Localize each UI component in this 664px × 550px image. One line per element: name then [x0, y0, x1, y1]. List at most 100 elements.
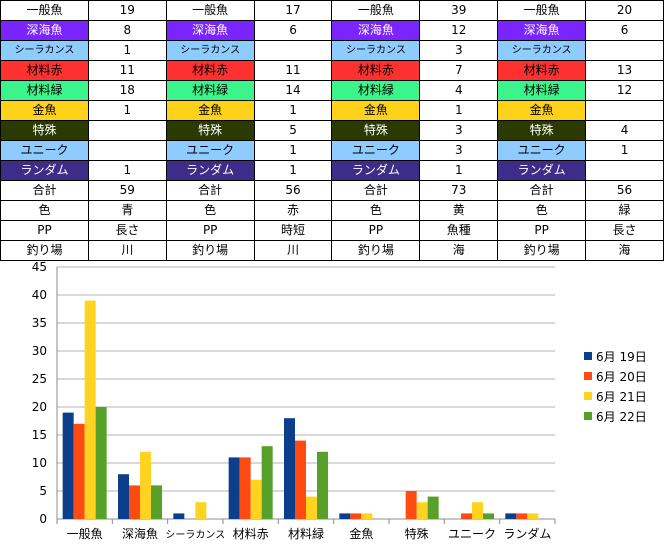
- value-cell[interactable]: 11: [87, 60, 167, 81]
- row-label-cell[interactable]: ユニーク: [0, 140, 89, 161]
- value-cell[interactable]: 17: [253, 0, 333, 21]
- value-cell[interactable]: 1: [419, 100, 499, 121]
- row-label-cell[interactable]: 材料緑: [331, 80, 421, 101]
- row-label-cell[interactable]: 色: [165, 200, 255, 221]
- value-cell[interactable]: 13: [585, 60, 664, 81]
- value-cell[interactable]: 1: [253, 100, 333, 121]
- row-label-cell[interactable]: 金魚: [0, 100, 89, 121]
- row-label-cell[interactable]: 材料赤: [165, 60, 255, 81]
- value-cell[interactable]: 56: [253, 180, 333, 201]
- value-cell[interactable]: 56: [585, 180, 664, 201]
- value-cell[interactable]: 59: [87, 180, 167, 201]
- row-label-cell[interactable]: 一般魚: [165, 0, 255, 21]
- x-tick-label: 材料赤: [233, 527, 269, 541]
- row-label-cell[interactable]: 特殊: [0, 120, 89, 141]
- row-label-cell[interactable]: ランダム: [331, 160, 421, 181]
- value-cell[interactable]: 14: [253, 80, 333, 101]
- row-label-cell[interactable]: 材料赤: [497, 60, 587, 81]
- row-label-cell[interactable]: ランダム: [165, 160, 255, 181]
- value-cell[interactable]: 18: [87, 80, 167, 101]
- value-cell[interactable]: 海: [585, 240, 664, 261]
- value-cell[interactable]: 5: [253, 120, 333, 141]
- row-label-cell[interactable]: 深海魚: [331, 20, 421, 41]
- row-label-cell[interactable]: 釣り場: [497, 240, 587, 261]
- value-cell[interactable]: 川: [87, 240, 167, 261]
- value-cell[interactable]: 赤: [253, 200, 333, 221]
- value-cell[interactable]: 11: [253, 60, 333, 81]
- value-cell[interactable]: 1: [253, 160, 333, 181]
- value-cell[interactable]: 1: [419, 160, 499, 181]
- row-label-cell[interactable]: 一般魚: [331, 0, 421, 21]
- value-cell[interactable]: 1: [253, 140, 333, 161]
- row-label-cell[interactable]: 金魚: [165, 100, 255, 121]
- value-cell[interactable]: [87, 120, 167, 141]
- value-cell[interactable]: 1: [87, 40, 167, 61]
- value-cell[interactable]: 1: [87, 100, 167, 121]
- row-label-cell[interactable]: 材料赤: [0, 60, 89, 81]
- row-label-cell[interactable]: シーラカンス: [331, 40, 421, 61]
- row-label-cell[interactable]: 色: [0, 200, 89, 221]
- value-cell[interactable]: 6: [585, 20, 664, 41]
- row-label-cell[interactable]: 金魚: [497, 100, 587, 121]
- row-label-cell[interactable]: 合計: [497, 180, 587, 201]
- value-cell[interactable]: 12: [585, 80, 664, 101]
- row-label-cell[interactable]: ランダム: [0, 160, 89, 181]
- value-cell[interactable]: 39: [419, 0, 499, 21]
- value-cell[interactable]: 73: [419, 180, 499, 201]
- row-label-cell[interactable]: 釣り場: [0, 240, 89, 261]
- row-label-cell[interactable]: ユニーク: [331, 140, 421, 161]
- row-label-cell[interactable]: ユニーク: [165, 140, 255, 161]
- row-label-cell[interactable]: 一般魚: [497, 0, 587, 21]
- row-label-cell[interactable]: PP: [331, 220, 421, 241]
- value-cell[interactable]: 3: [419, 120, 499, 141]
- row-label-cell[interactable]: 材料緑: [165, 80, 255, 101]
- value-cell[interactable]: [253, 40, 333, 61]
- row-label-cell[interactable]: 合計: [165, 180, 255, 201]
- value-cell[interactable]: 12: [419, 20, 499, 41]
- value-cell[interactable]: 1: [585, 140, 664, 161]
- row-label-cell[interactable]: シーラカンス: [165, 40, 255, 61]
- row-label-cell[interactable]: 色: [497, 200, 587, 221]
- row-label-cell[interactable]: 材料緑: [497, 80, 587, 101]
- row-label-cell[interactable]: 深海魚: [497, 20, 587, 41]
- value-cell[interactable]: 6: [253, 20, 333, 41]
- row-label-cell[interactable]: 釣り場: [165, 240, 255, 261]
- value-cell[interactable]: 川: [253, 240, 333, 261]
- row-label-cell[interactable]: ランダム: [497, 160, 587, 181]
- row-label-cell[interactable]: 釣り場: [331, 240, 421, 261]
- value-cell[interactable]: [585, 160, 664, 181]
- row-label-cell[interactable]: 合計: [0, 180, 89, 201]
- row-label-cell[interactable]: シーラカンス: [0, 40, 89, 61]
- row-label-cell[interactable]: ユニーク: [497, 140, 587, 161]
- value-cell[interactable]: 19: [87, 0, 167, 21]
- value-cell[interactable]: 20: [585, 0, 664, 21]
- value-cell[interactable]: 3: [419, 40, 499, 61]
- y-tick-label: 10: [32, 456, 47, 470]
- row-label-cell[interactable]: 深海魚: [165, 20, 255, 41]
- row-label-cell[interactable]: 深海魚: [0, 20, 89, 41]
- row-label-cell[interactable]: 材料緑: [0, 80, 89, 101]
- value-cell[interactable]: [585, 40, 664, 61]
- value-cell[interactable]: 3: [419, 140, 499, 161]
- value-cell[interactable]: 黄: [419, 200, 499, 221]
- value-cell[interactable]: 1: [87, 160, 167, 181]
- value-cell[interactable]: 青: [87, 200, 167, 221]
- row-label-cell[interactable]: 色: [331, 200, 421, 221]
- row-label-cell[interactable]: シーラカンス: [497, 40, 587, 61]
- row-label-cell[interactable]: 特殊: [165, 120, 255, 141]
- bar: [195, 502, 207, 519]
- row-label-cell[interactable]: 特殊: [331, 120, 421, 141]
- value-cell[interactable]: 4: [585, 120, 664, 141]
- value-cell[interactable]: 4: [419, 80, 499, 101]
- value-cell[interactable]: 8: [87, 20, 167, 41]
- value-cell[interactable]: [585, 100, 664, 121]
- row-label-cell[interactable]: 一般魚: [0, 0, 89, 21]
- value-cell[interactable]: 7: [419, 60, 499, 81]
- row-label-cell[interactable]: 特殊: [497, 120, 587, 141]
- row-label-cell[interactable]: 合計: [331, 180, 421, 201]
- row-label-cell[interactable]: 材料赤: [331, 60, 421, 81]
- value-cell[interactable]: [87, 140, 167, 161]
- value-cell[interactable]: 緑: [585, 200, 664, 221]
- bar: [416, 502, 428, 519]
- row-label-cell[interactable]: 金魚: [331, 100, 421, 121]
